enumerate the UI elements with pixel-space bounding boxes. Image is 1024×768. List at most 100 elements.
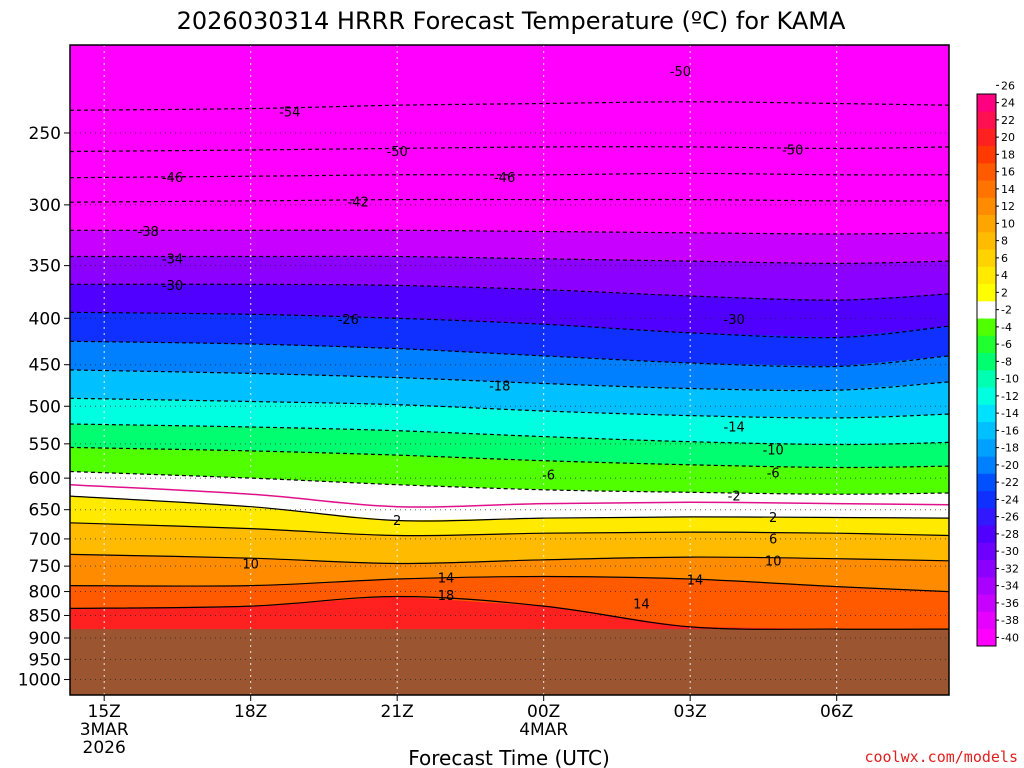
contour-label: 2: [769, 511, 777, 526]
contour-line: [70, 146, 949, 153]
colorbar-label: -32: [1001, 562, 1019, 575]
colorbar-label: -24: [1001, 493, 1019, 506]
y-tick-label: 250: [29, 124, 61, 144]
colorbar-label: -34: [1001, 580, 1019, 593]
contour-line: [70, 340, 949, 368]
colorbar-swatch: [977, 232, 996, 250]
colorbar-label: -10: [1001, 373, 1019, 386]
x-tick-label: 03Z: [674, 702, 707, 722]
contour-label: -54: [279, 105, 300, 120]
contour-label: -26: [338, 313, 359, 328]
temperature-fill-layer: [70, 45, 949, 695]
contour-label: -10: [763, 444, 784, 459]
colorbar-swatch: [977, 421, 996, 440]
colorbar-swatch: [977, 180, 996, 198]
colorbar-label: 22: [1001, 114, 1015, 127]
colorbar-swatch: [977, 577, 996, 595]
colorbar-label: 14: [1001, 183, 1015, 196]
contour-label: 10: [765, 554, 782, 569]
colorbar-swatch: [977, 370, 996, 388]
y-tick-label: 1000: [18, 671, 61, 691]
colorbar-label: 20: [1001, 131, 1015, 144]
y-tick-label: 450: [29, 356, 61, 376]
colorbar-swatch: [977, 94, 996, 112]
x-tick-label: 06Z: [820, 702, 853, 722]
y-tick-label: 350: [29, 257, 61, 277]
chart-title: 2026030314 HRRR Forecast Temperature (ºC…: [177, 7, 846, 35]
colorbar-label: -12: [1001, 390, 1019, 403]
contour-label: 18: [438, 589, 455, 604]
colorbar-swatch: [977, 439, 996, 457]
colorbar-swatch: [977, 628, 996, 647]
colorbar-swatch: [977, 594, 996, 612]
colorbar-label: 24: [1001, 97, 1015, 110]
y-tick-label: 900: [29, 629, 61, 649]
contour-labels: -50-54-50 -50-46 -46-42-38-34-30-26 -30-18-…: [138, 65, 804, 612]
colorbar-swatch: [977, 197, 996, 216]
colorbar-label: -2: [1001, 304, 1012, 317]
contour-line: [70, 522, 949, 537]
colorbar-swatch: [977, 387, 996, 405]
colorbar-label: 16: [1001, 166, 1015, 179]
credit-text: coolwx.com/models: [864, 748, 1018, 766]
contour-line: [70, 553, 949, 565]
contour-label: -18: [489, 380, 510, 395]
y-tick-label: 500: [29, 397, 61, 417]
contour-line: [70, 495, 949, 522]
contour-label: 6: [769, 532, 777, 547]
contour-label: -50: [782, 143, 803, 158]
colorbar-swatch: [977, 508, 996, 526]
contour-label: -50: [670, 65, 691, 80]
colorbar-label: 4: [1001, 269, 1008, 282]
colorbar-swatch: [977, 163, 996, 181]
contour-label: -14: [724, 420, 745, 435]
colorbar-label: -40: [1001, 631, 1019, 644]
colorbar-label: -20: [1001, 459, 1019, 472]
colorbar-label: -38: [1001, 614, 1019, 627]
x-tick-sublabel: 2026: [83, 738, 126, 758]
contour-line: [70, 101, 949, 111]
contour-label: -42: [347, 196, 368, 211]
contour-line: [70, 255, 949, 265]
colorbar-label: 10: [1001, 217, 1015, 230]
colorbar-label: 2: [1001, 286, 1008, 299]
colorbar-label: -18: [1001, 442, 1019, 455]
colorbar-swatch: [977, 456, 996, 474]
y-tick-label: 850: [29, 606, 61, 626]
x-tick-label: 18Z: [234, 702, 267, 722]
contour-lines: [70, 101, 949, 630]
colorbar-label: -8: [1001, 355, 1012, 368]
below-ground-area: [70, 629, 949, 695]
colorbar-label: -14: [1001, 407, 1019, 420]
colorbar-label: -4: [1001, 321, 1012, 334]
contour-line: [70, 229, 949, 235]
x-tick-sublabel: 4MAR: [519, 720, 568, 740]
colorbar-frame: [976, 93, 997, 647]
colorbar-swatch: [977, 490, 996, 509]
colorbar-swatch: [977, 266, 996, 285]
plot-area: -50-54-50 -50-46 -46-42-38-34-30-26 -30-18-…: [70, 45, 949, 695]
contour-label: -46: [494, 171, 515, 186]
contour-label: 10: [242, 558, 259, 573]
contour-line: [70, 311, 949, 339]
grid-lines: [70, 45, 949, 695]
colorbar-label: -36: [1001, 597, 1019, 610]
contour-label: -38: [138, 225, 159, 240]
colorbar-swatch: [977, 525, 996, 543]
contour-line: [70, 198, 949, 203]
contour-label: -30: [724, 313, 745, 328]
colorbar-swatch: [977, 352, 996, 371]
colorbar-label: -30: [1001, 545, 1019, 558]
colorbar-label: -28: [1001, 528, 1019, 541]
y-tick-label: 800: [29, 583, 61, 603]
contour-label: -6: [542, 468, 555, 483]
colorbar-swatch: [977, 301, 996, 319]
colorbar-swatch: [977, 283, 996, 302]
contour-label: -46: [162, 171, 183, 186]
x-tick-label: 00Z: [527, 702, 560, 722]
colorbar-swatch: [977, 335, 996, 354]
contour-label: -2: [728, 490, 741, 505]
contour-line: [70, 595, 949, 630]
